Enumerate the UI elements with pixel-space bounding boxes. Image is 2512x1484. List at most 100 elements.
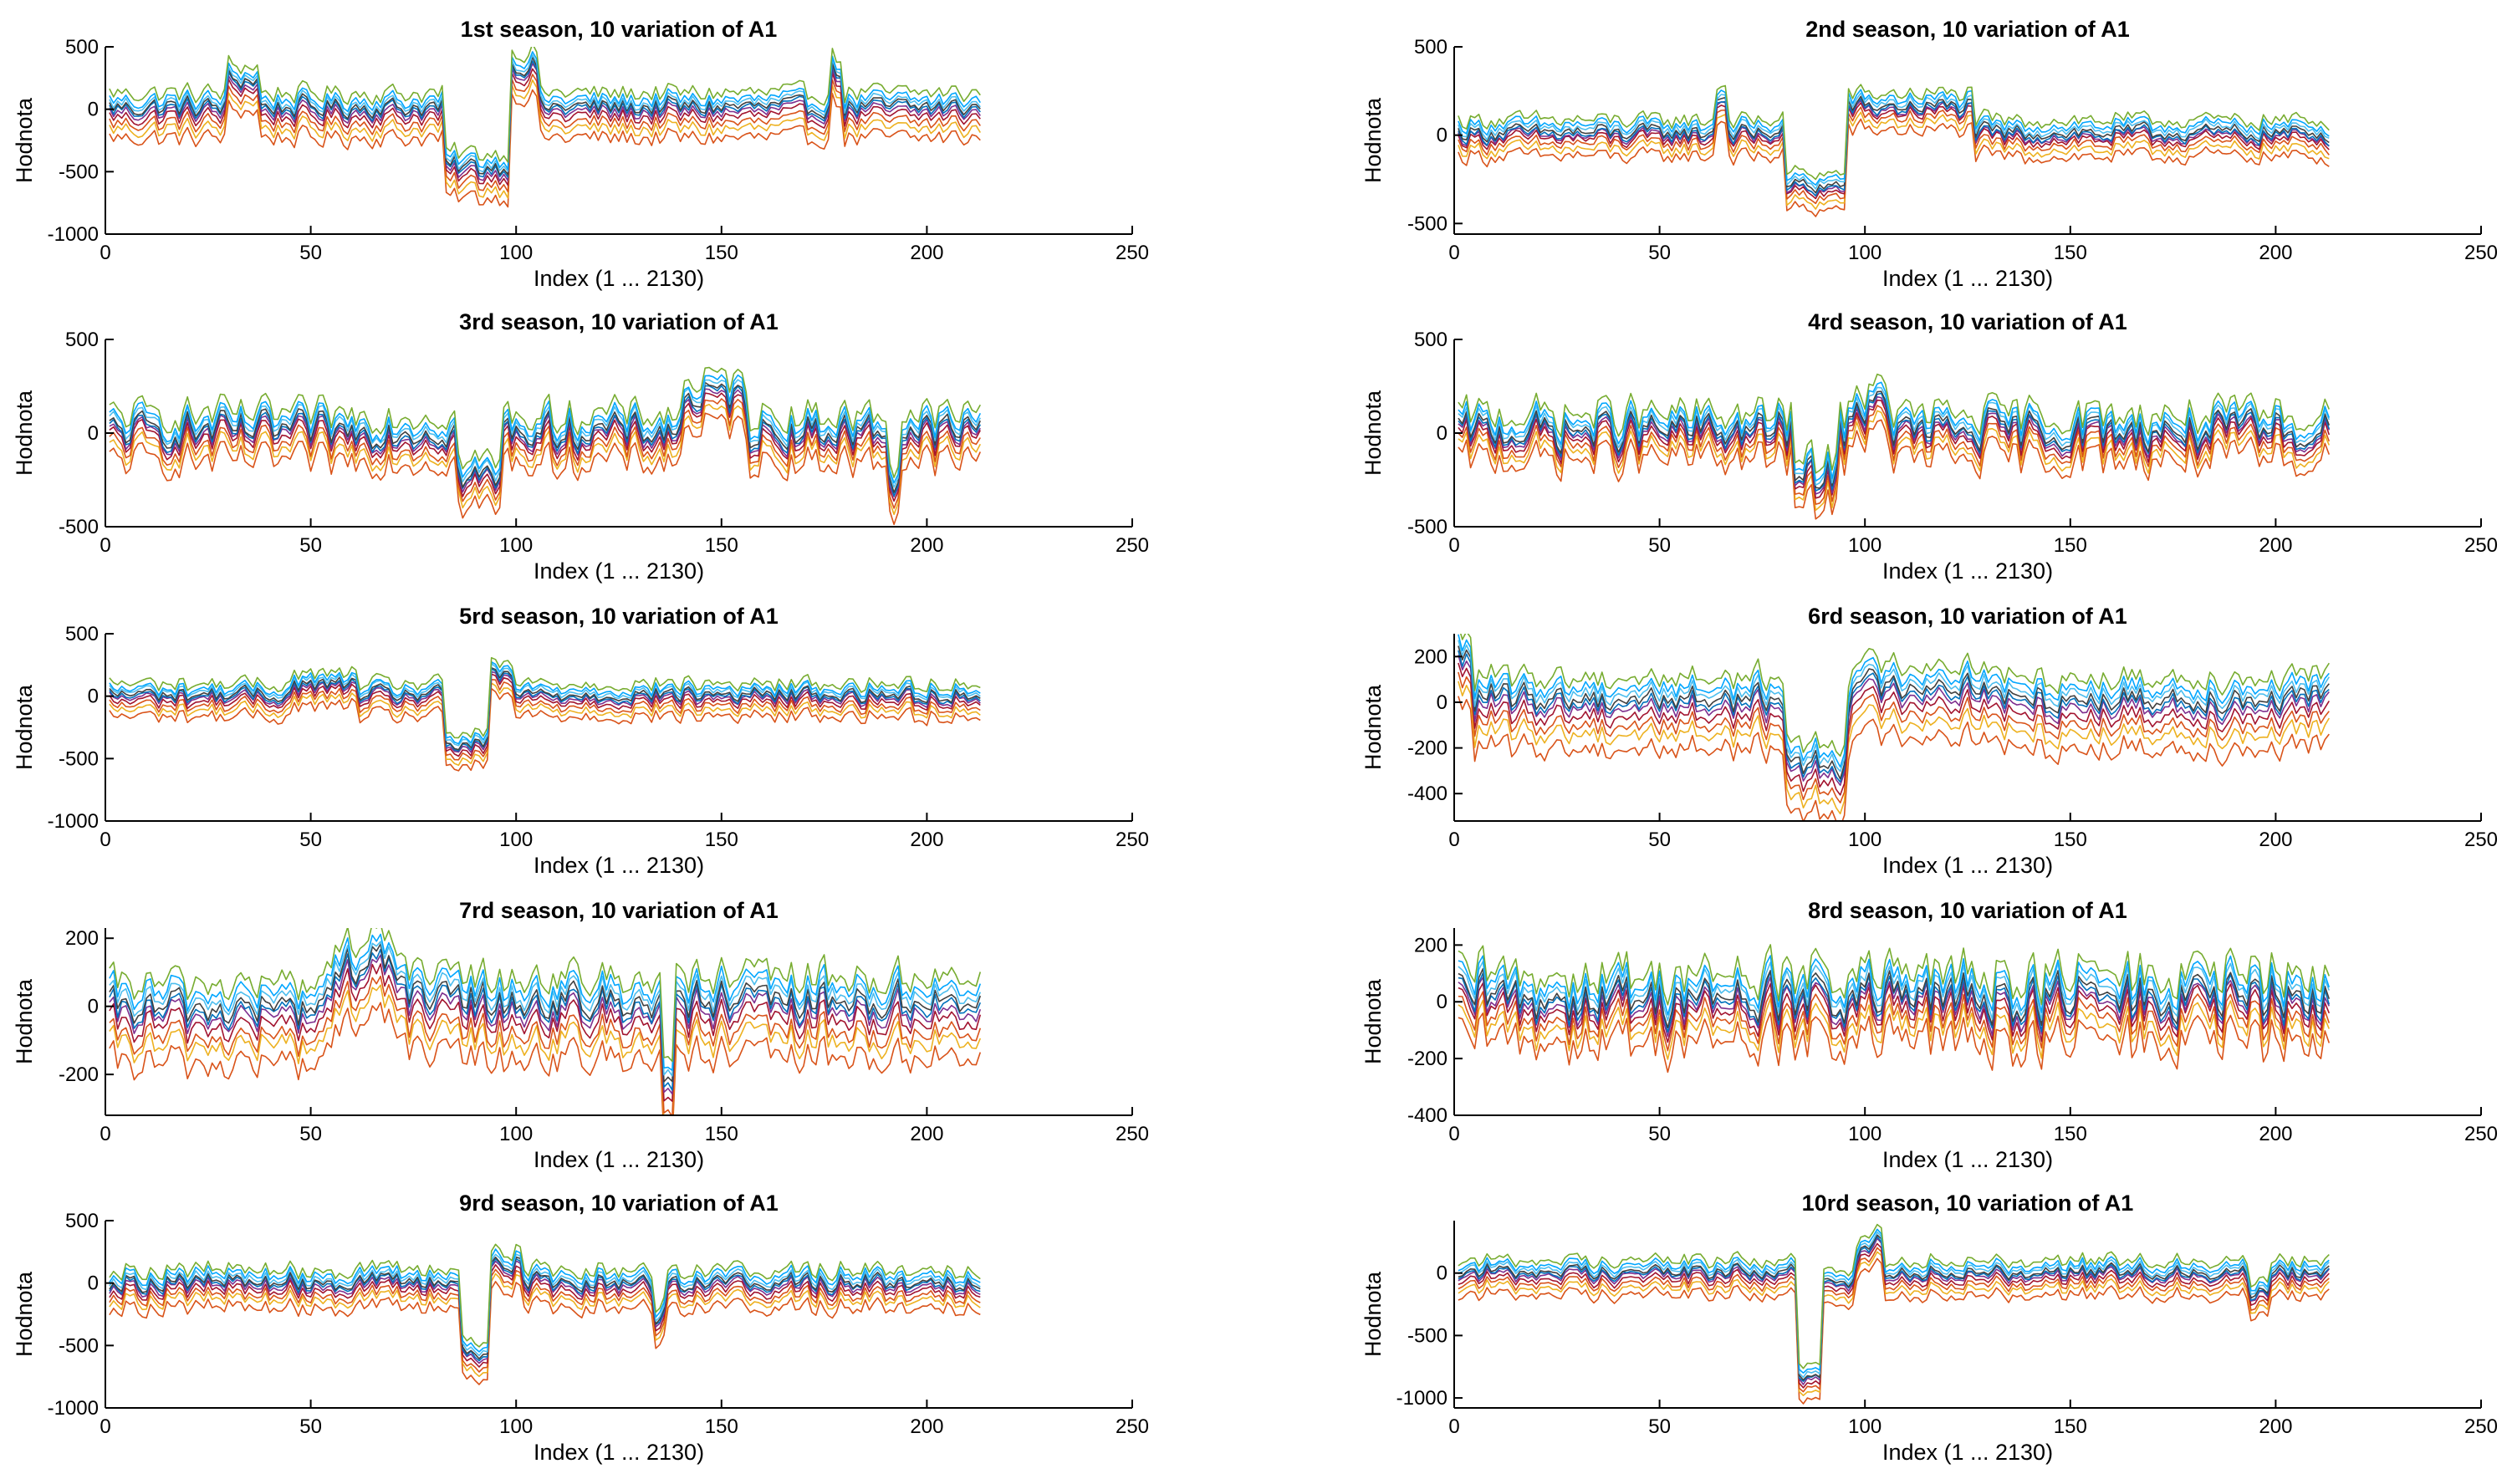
x-axis-label: Index (1 ... 2130) [534,853,704,878]
x-tick-label: 200 [2259,1415,2292,1438]
y-tick-label: 200 [1414,645,1447,668]
x-tick-label: 100 [499,242,533,264]
x-tick-label: 250 [1116,1415,1149,1438]
x-tick-label: 0 [1448,534,1459,557]
series-line-1 [109,89,981,208]
series-line-2 [109,79,981,199]
series-line-9 [1458,89,2330,186]
x-tick-label: 100 [1848,534,1881,557]
chart-panel-7: 0 50 100 150 200 250 -200 0 200 7rd season, 10 va… [12,898,1149,1172]
series-line-2 [1458,410,2331,512]
series-line-7 [1458,967,2331,1028]
x-axis-label: Index (1 ... 2130) [534,1440,704,1465]
series-line-8 [109,663,981,747]
x-tick-label: 250 [2464,242,2498,264]
y-tick-label: -1000 [48,810,99,833]
x-tick-label: 200 [910,534,943,557]
series-line-2 [1458,111,2330,210]
series-line-5 [1458,655,2330,786]
x-tick-label: 0 [100,1123,110,1145]
x-tick-label: 0 [1448,1123,1459,1145]
series-line-3 [1458,405,2331,505]
y-tick-label: 200 [65,927,99,950]
x-tick-label: 250 [2464,829,2498,851]
series-group [109,656,981,772]
series-group [109,366,982,525]
x-axis-label: Index (1 ... 2130) [534,266,704,291]
series-line-3 [1458,106,2330,205]
series-line-2 [1458,681,2330,815]
x-tick-label: 0 [1448,242,1459,264]
x-tick-label: 50 [299,534,322,557]
x-tick-label: 150 [705,829,738,851]
x-tick-label: 100 [499,534,533,557]
series-line-2 [109,1272,981,1378]
series-line-3 [109,679,981,761]
series-line-9 [109,374,982,484]
series-line-9 [1458,1228,2330,1374]
y-tick-label: -400 [1407,1104,1447,1127]
series-line-8 [109,1253,981,1357]
y-tick-label: -500 [59,516,99,538]
x-tick-label: 0 [1448,1415,1459,1438]
series-line-4 [1458,1242,2330,1389]
series-line-7 [1458,390,2331,489]
series-line-6 [109,60,981,178]
x-tick-label: 200 [2259,534,2292,557]
y-axis-label: Hodnota [12,97,37,183]
x-axis-label: Index (1 ... 2130) [534,558,704,584]
x-tick-label: 250 [1116,829,1149,851]
chart-title: 1st season, 10 variation of A1 [461,17,778,42]
x-tick-label: 50 [1648,1415,1671,1438]
x-axis-label: Index (1 ... 2130) [534,1147,704,1172]
series-group [109,928,982,1115]
series-group [1458,634,2330,821]
x-tick-label: 200 [910,829,943,851]
y-axis-label: Hodnota [1361,390,1386,476]
y-tick-label: 500 [1414,36,1447,59]
x-tick-label: 50 [1648,534,1671,557]
y-tick-label: -500 [1407,516,1447,538]
y-tick-label: 0 [88,1272,99,1295]
series-line-7 [1458,1234,2330,1381]
series-line-4 [1458,982,2331,1043]
series-line-8 [1458,961,2331,1022]
chart-title: 6rd season, 10 variation of A1 [1808,604,2127,629]
y-tick-label: -1000 [1396,1387,1447,1410]
series-line-3 [109,975,982,1115]
series-line-1 [1458,118,2330,217]
chart-title: 5rd season, 10 variation of A1 [459,604,779,629]
x-tick-label: 200 [2259,1123,2292,1145]
x-tick-label: 150 [705,242,738,264]
series-line-3 [109,74,981,192]
series-line-5 [109,63,981,182]
y-tick-label: -200 [59,1063,99,1086]
x-tick-label: 0 [100,242,110,264]
y-tick-label: 500 [65,1210,99,1232]
series-line-8 [1458,92,2330,190]
y-tick-label: -500 [59,161,99,183]
chart-title: 2nd season, 10 variation of A1 [1805,17,2130,42]
x-tick-label: 150 [705,534,738,557]
series-line-9 [1458,634,2330,768]
x-axis-label: Index (1 ... 2130) [1882,266,2053,291]
series-line-1 [109,1281,981,1385]
chart-title: 9rd season, 10 variation of A1 [459,1191,779,1216]
chart-title: 3rd season, 10 variation of A1 [459,309,779,334]
x-tick-label: 150 [2054,1123,2087,1145]
x-tick-label: 50 [1648,829,1671,851]
y-tick-label: 500 [1414,329,1447,351]
x-tick-label: 250 [2464,1415,2498,1438]
x-tick-label: 100 [499,1123,533,1145]
y-tick-label: 500 [65,329,99,351]
series-group [1458,1223,2330,1405]
series-line-7 [1458,645,2330,780]
series-line-7 [109,56,981,176]
series-line-2 [109,404,982,516]
x-axis-label: Index (1 ... 2130) [1882,1440,2053,1465]
chart-panel-1: 0 50 100 150 200 250 -1000 -500 0 500 1st season, … [12,17,1149,291]
x-tick-label: 150 [705,1123,738,1145]
series-line-2 [109,682,981,767]
